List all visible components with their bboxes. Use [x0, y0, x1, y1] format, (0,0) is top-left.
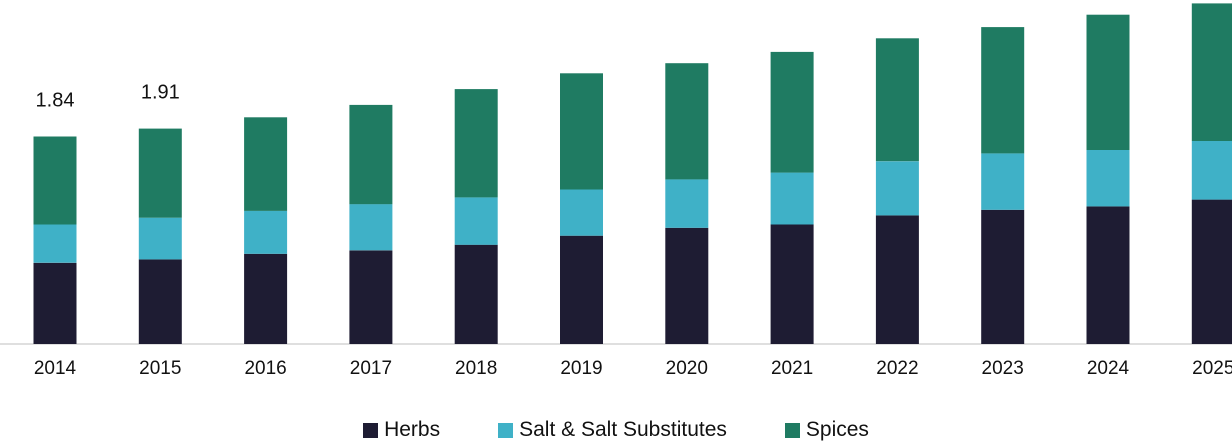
bar-spices-2021	[770, 51, 814, 173]
x-tick-label-2019: 2019	[560, 358, 602, 379]
bar-salt-salt-substitutes-2021	[770, 172, 814, 225]
bar-spices-2018	[454, 89, 498, 198]
legend-swatch-salt	[498, 422, 514, 438]
bar-spices-2025	[1191, 3, 1232, 142]
bar-salt-salt-substitutes-2024	[1086, 150, 1130, 207]
bar-herbs-2016	[244, 253, 288, 344]
legend: Herbs Salt & Salt Substitutes Spices	[0, 418, 1232, 442]
bar-salt-salt-substitutes-2023	[981, 153, 1025, 210]
bar-spices-2024	[1086, 14, 1130, 151]
legend-swatch-spices	[784, 422, 800, 438]
bar-spices-2020	[665, 63, 709, 180]
bar-herbs-2017	[349, 250, 393, 344]
data-label-2014: 1.84	[36, 90, 75, 112]
bar-salt-salt-substitutes-2016	[244, 210, 288, 254]
bar-spices-2016	[244, 117, 288, 211]
legend-swatch-herbs	[363, 422, 379, 438]
bar-herbs-2024	[1086, 206, 1130, 344]
bar-salt-salt-substitutes-2022	[875, 161, 919, 216]
x-tick-label-2016: 2016	[244, 358, 286, 379]
bar-salt-salt-substitutes-2018	[454, 197, 498, 245]
bar-spices-2015	[138, 128, 182, 218]
legend-item-salt: Salt & Salt Substitutes	[498, 418, 727, 442]
bar-herbs-2021	[770, 224, 814, 344]
bar-spices-2014	[33, 136, 77, 225]
bar-herbs-2020	[665, 227, 709, 344]
legend-label-spices: Spices	[805, 418, 869, 441]
bar-spices-2023	[981, 27, 1025, 154]
bar-salt-salt-substitutes-2019	[560, 189, 603, 236]
bar-spices-2017	[349, 104, 393, 205]
legend-item-herbs: Herbs	[363, 418, 440, 442]
x-tick-label-2020: 2020	[666, 358, 708, 379]
x-tick-label-2014: 2014	[34, 358, 77, 379]
bar-herbs-2015	[138, 259, 182, 344]
bar-herbs-2025	[1191, 199, 1232, 344]
bar-spices-2022	[875, 38, 919, 162]
bar-salt-salt-substitutes-2020	[665, 179, 709, 228]
bar-herbs-2022	[875, 215, 919, 344]
bar-salt-salt-substitutes-2015	[138, 217, 182, 260]
bar-salt-salt-substitutes-2025	[1191, 141, 1232, 200]
legend-label-herbs: Herbs	[384, 418, 441, 441]
bar-salt-salt-substitutes-2014	[33, 224, 77, 263]
bar-herbs-2014	[33, 262, 77, 344]
x-tick-label-2025: 2025	[1192, 358, 1232, 379]
bar-herbs-2023	[981, 209, 1025, 344]
bar-salt-salt-substitutes-2017	[349, 204, 393, 251]
x-tick-label-2022: 2022	[876, 358, 918, 379]
x-tick-label-2021: 2021	[771, 358, 813, 379]
x-tick-label-2024: 2024	[1087, 358, 1130, 379]
bar-herbs-2019	[560, 235, 603, 344]
x-tick-label-2017: 2017	[350, 358, 392, 379]
legend-item-spices: Spices	[784, 418, 869, 442]
x-tick-label-2023: 2023	[982, 358, 1024, 379]
bar-spices-2019	[560, 73, 603, 190]
bar-herbs-2018	[454, 244, 498, 344]
legend-label-salt: Salt & Salt Substitutes	[519, 418, 727, 441]
x-tick-label-2018: 2018	[455, 358, 497, 379]
x-tick-label-2015: 2015	[139, 358, 181, 379]
data-label-2015: 1.91	[141, 82, 180, 104]
